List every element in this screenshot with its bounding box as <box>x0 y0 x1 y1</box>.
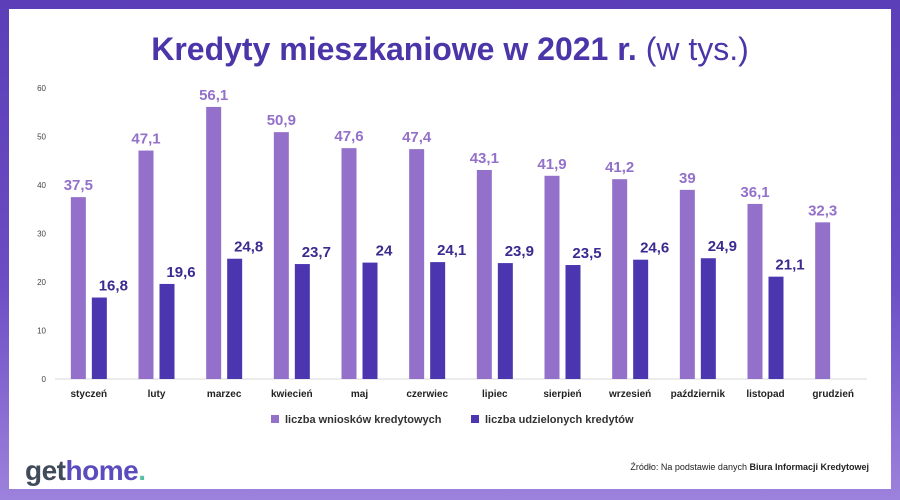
data-label-granted: 24,8 <box>234 239 263 256</box>
y-tick-label: 10 <box>37 327 46 336</box>
logo-part-home: home <box>65 455 139 486</box>
legend-label-applications: liczba wniosków kredytowych <box>285 414 442 426</box>
bar-applications <box>612 179 628 379</box>
bar-granted <box>430 262 446 379</box>
bar-granted <box>227 258 243 379</box>
y-tick-label: 0 <box>42 375 47 384</box>
bar-applications <box>138 150 154 379</box>
data-label-applications: 47,1 <box>131 131 160 148</box>
chart-title-main: Kredyty mieszkaniowe w 2021 r. <box>151 31 637 67</box>
legend-swatch-granted <box>471 415 479 423</box>
bar-applications <box>815 222 831 379</box>
x-tick-label: grudzień <box>812 389 854 400</box>
bar-granted <box>91 297 107 379</box>
data-label-applications: 41,2 <box>605 159 634 176</box>
y-tick-label: 50 <box>37 133 46 142</box>
data-label-applications: 56,1 <box>199 87 228 104</box>
data-label-granted: 24,6 <box>640 240 669 257</box>
x-tick-label: sierpień <box>543 389 581 400</box>
data-label-applications: 50,9 <box>267 112 296 129</box>
bar-granted <box>294 264 310 379</box>
x-tick-label: marzec <box>207 389 242 400</box>
logo-dot: . <box>138 455 146 486</box>
y-tick-label: 40 <box>37 181 46 190</box>
bar-applications <box>747 203 763 379</box>
bar-chart: 0 10 20 30 40 50 60 37,5 16,8 styczeń 47,1 19,6 luty… <box>37 84 867 426</box>
bar-applications <box>206 106 222 379</box>
bar-granted <box>768 276 784 379</box>
legend-swatch-applications <box>271 415 279 423</box>
data-label-granted: 23,5 <box>572 245 601 262</box>
bar-applications <box>679 189 695 379</box>
y-tick-label: 60 <box>37 84 46 93</box>
legend-label-granted: liczba udzielonych kredytów <box>485 414 634 426</box>
data-label-granted: 24,9 <box>708 238 737 255</box>
x-tick-label: lipiec <box>482 389 508 400</box>
bar-applications <box>341 148 357 379</box>
x-tick-label: czerwiec <box>406 389 448 400</box>
data-label-granted: 21,1 <box>775 257 804 274</box>
bar-granted <box>497 263 513 379</box>
data-label-applications: 41,9 <box>537 156 566 173</box>
x-tick-label: maj <box>351 389 368 400</box>
x-tick-label: luty <box>148 389 166 400</box>
source-note: Źródło: Na podstawie danych Biura Inform… <box>630 462 869 472</box>
data-label-granted: 19,6 <box>166 264 195 281</box>
bar-applications <box>70 197 86 379</box>
data-label-applications: 36,1 <box>740 184 769 201</box>
bar-granted <box>700 258 716 379</box>
bar-applications <box>476 169 492 379</box>
data-label-granted: 23,7 <box>302 244 331 261</box>
x-tick-label: październik <box>671 389 726 400</box>
data-label-granted: 16,8 <box>99 278 128 295</box>
x-tick-label: listopad <box>746 389 784 400</box>
logo-part-get: get <box>25 455 66 486</box>
data-label-applications: 47,4 <box>402 129 432 146</box>
data-label-applications: 37,5 <box>64 177 93 194</box>
bar-granted <box>633 259 649 379</box>
chart-title: Kredyty mieszkaniowe w 2021 r. (w tys.) <box>9 31 891 68</box>
bar-granted <box>565 265 581 379</box>
bar-applications <box>273 132 289 379</box>
y-tick-label: 20 <box>37 278 46 287</box>
data-label-applications: 32,3 <box>808 202 837 219</box>
data-label-applications: 43,1 <box>470 150 499 167</box>
gethome-logo: gethome. <box>25 455 146 487</box>
x-tick-label: styczeń <box>70 389 107 400</box>
bar-applications <box>544 175 560 379</box>
source-prefix: Źródło: Na podstawie danych <box>630 462 750 472</box>
chart-card: Kredyty mieszkaniowe w 2021 r. (w tys.) … <box>9 9 891 489</box>
data-label-applications: 39 <box>679 170 696 187</box>
y-tick-label: 30 <box>37 230 46 239</box>
data-label-granted: 24,1 <box>437 242 466 259</box>
data-label-granted: 23,9 <box>505 243 534 260</box>
bar-applications <box>409 149 425 379</box>
data-label-granted: 24 <box>376 243 393 260</box>
bar-granted <box>362 262 378 379</box>
bar-granted <box>159 283 175 379</box>
x-tick-label: kwiecień <box>271 389 313 400</box>
x-tick-label: wrzesień <box>608 389 651 400</box>
data-label-applications: 47,6 <box>334 128 363 145</box>
source-name: Biura Informacji Kredytowej <box>749 462 869 472</box>
chart-title-unit: (w tys.) <box>645 31 749 67</box>
